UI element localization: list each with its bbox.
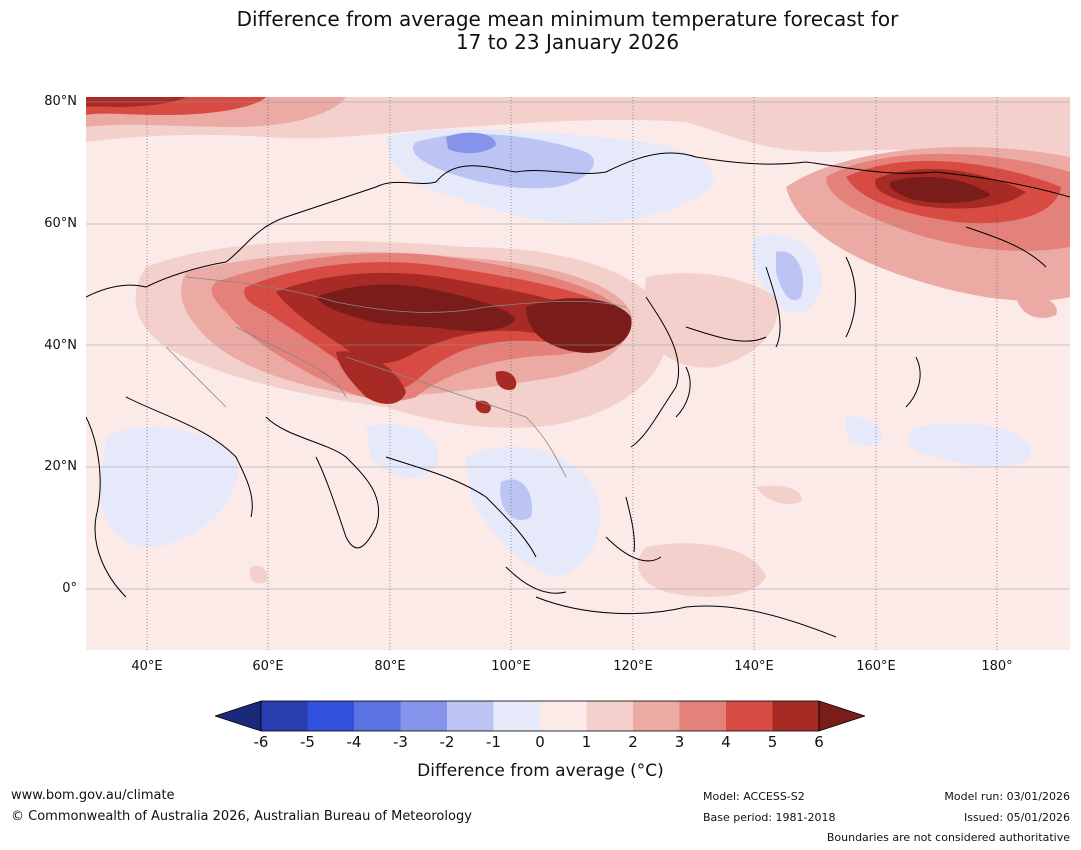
- colorbar-tick: -5: [300, 733, 315, 751]
- colorbar-tick: -4: [346, 733, 362, 751]
- lon-label-120e: 120°E: [613, 659, 653, 674]
- base-period-text: Base period: 1981-2018: [703, 811, 836, 824]
- colorbar-tick: 0: [535, 733, 545, 751]
- model-text: Model: ACCESS-S2: [703, 790, 805, 803]
- colorbar-bin: [586, 701, 633, 731]
- issued-text: Issued: 05/01/2026: [963, 811, 1070, 824]
- colorbar-tick: 4: [721, 733, 731, 751]
- colorbar-tick: -2: [439, 733, 455, 751]
- colorbar-tick: 1: [581, 733, 592, 751]
- coastlines: [86, 152, 1070, 638]
- colorbar-bin: [679, 701, 726, 731]
- graticule: [146, 97, 998, 650]
- colorbar-tick: 3: [674, 733, 685, 751]
- colorbar-tick: 2: [628, 733, 638, 751]
- colorbar-bin: [633, 701, 680, 731]
- national-borders: [165, 276, 627, 478]
- lon-label-40e: 40°E: [131, 659, 163, 674]
- colorbar-bin: [772, 701, 819, 731]
- colorbar-bin: [726, 701, 773, 731]
- lat-label-0: 0°: [62, 581, 77, 596]
- lon-label-160e: 160°E: [856, 659, 896, 674]
- lat-label-40n: 40°N: [44, 338, 77, 353]
- lon-label-60e: 60°E: [252, 659, 284, 674]
- model-run-text: Model run: 03/01/2026: [944, 790, 1070, 803]
- colorbar-bin: [447, 701, 494, 731]
- colorbar-tick: 5: [767, 733, 778, 751]
- lon-label-140e: 140°E: [734, 659, 774, 674]
- colorbar-tick: -1: [486, 733, 501, 751]
- colorbar-bin: [354, 701, 401, 731]
- colorbar-extend-high: [818, 700, 865, 732]
- colorbar-tick: -6: [253, 733, 269, 751]
- colorbar-tick: 6: [814, 733, 824, 751]
- anomaly-fields-warm: [86, 97, 1070, 597]
- disclaimer-text: Boundaries are not considered authoritat…: [826, 831, 1070, 844]
- anomaly-fields-cool: [100, 129, 1032, 577]
- lon-label-180: 180°: [981, 659, 1013, 674]
- chart-title: Difference from average mean minimum tem…: [0, 8, 1081, 54]
- website-link[interactable]: www.bom.gov.au/climate: [11, 788, 175, 803]
- colorbar-label: Difference from average (°C): [417, 761, 664, 781]
- temperature-anomaly-map: [86, 97, 1070, 650]
- colorbar-bin: [493, 701, 540, 731]
- copyright-text: © Commonwealth of Australia 2026, Austra…: [11, 809, 472, 824]
- map-canvas: [86, 97, 1070, 650]
- colorbar: [215, 700, 865, 732]
- lon-label-100e: 100°E: [491, 659, 531, 674]
- colorbar-bin: [400, 701, 447, 731]
- lat-label-20n: 20°N: [44, 459, 77, 474]
- latitude-lines: [86, 101, 1070, 590]
- colorbar-bin: [307, 701, 354, 731]
- colorbar-bin: [540, 701, 587, 731]
- lat-label-80n: 80°N: [44, 94, 77, 109]
- title-line-2: 17 to 23 January 2026: [455, 30, 680, 54]
- title-line-1: Difference from average mean minimum tem…: [236, 7, 899, 31]
- lat-label-60n: 60°N: [44, 216, 77, 231]
- colorbar-tick: -3: [393, 733, 408, 751]
- colorbar-extend-low: [215, 700, 262, 732]
- lon-label-80e: 80°E: [374, 659, 406, 674]
- colorbar-bin: [261, 701, 308, 731]
